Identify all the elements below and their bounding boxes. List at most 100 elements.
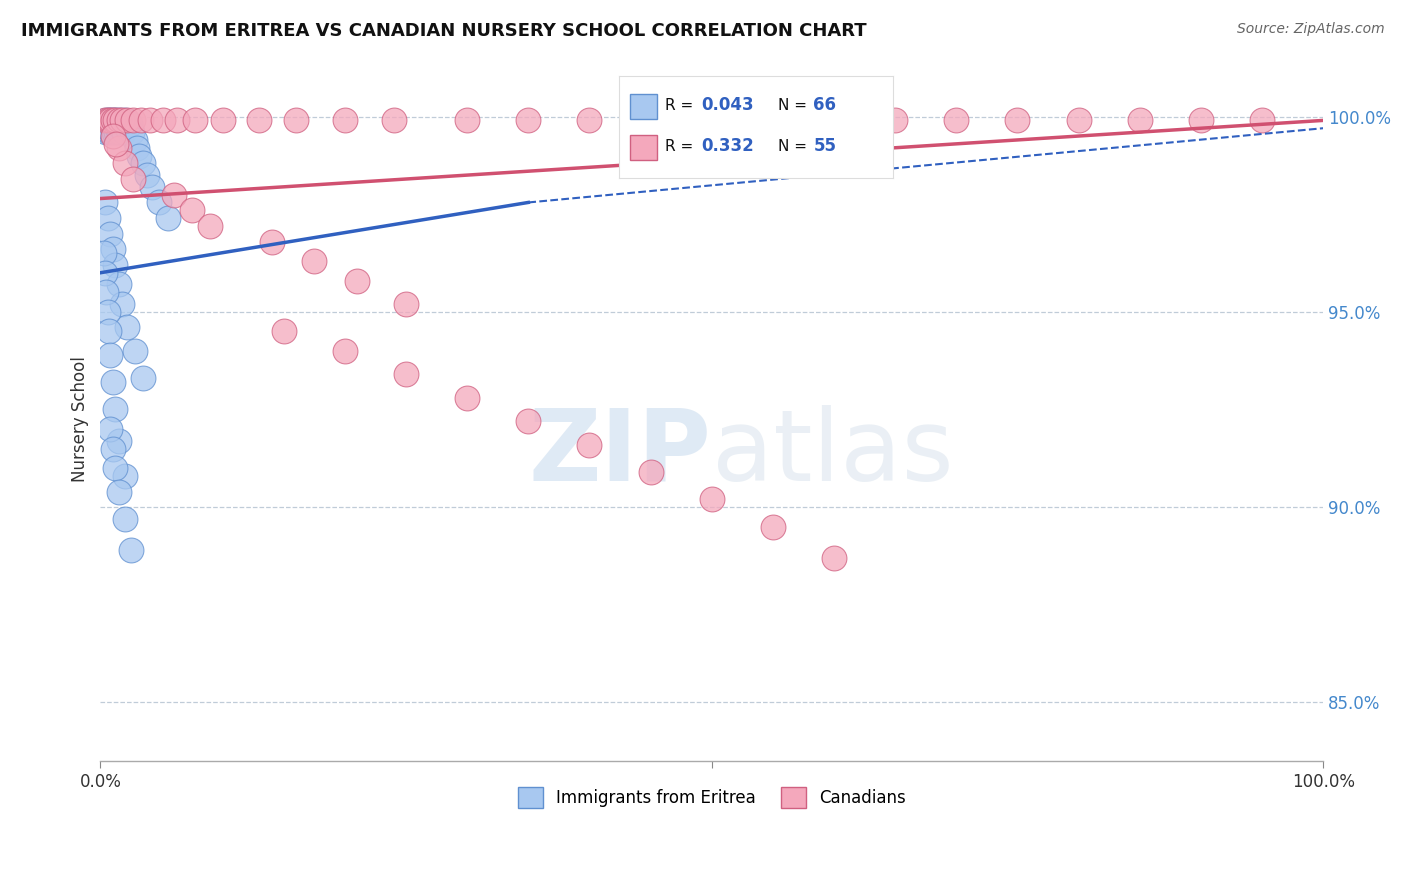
Text: 66: 66 — [813, 96, 837, 114]
Point — [103, 125, 125, 139]
Point — [104, 113, 127, 128]
Point — [700, 492, 723, 507]
Text: atlas: atlas — [711, 405, 953, 502]
Point — [273, 324, 295, 338]
Point — [517, 113, 540, 128]
Point — [114, 156, 136, 170]
Text: 55: 55 — [813, 137, 837, 155]
Point — [578, 437, 600, 451]
Point — [945, 113, 967, 128]
Point — [97, 113, 120, 128]
Point — [141, 179, 163, 194]
Point — [101, 375, 124, 389]
Point — [122, 113, 145, 128]
Point — [112, 125, 135, 139]
Point — [97, 211, 120, 225]
Point — [139, 113, 162, 128]
Point — [96, 285, 118, 300]
Point — [156, 211, 179, 225]
Point — [111, 113, 134, 128]
Point — [395, 368, 418, 382]
Point — [107, 113, 129, 128]
Point — [104, 402, 127, 417]
Point — [1129, 113, 1152, 128]
Text: ZIP: ZIP — [529, 405, 711, 502]
Point — [183, 113, 205, 128]
Point — [98, 113, 121, 128]
Text: IMMIGRANTS FROM ERITREA VS CANADIAN NURSERY SCHOOL CORRELATION CHART: IMMIGRANTS FROM ERITREA VS CANADIAN NURS… — [21, 22, 866, 40]
Point — [200, 219, 222, 233]
Point — [101, 117, 124, 131]
Point — [104, 258, 127, 272]
Point — [152, 113, 174, 128]
Point — [93, 121, 115, 136]
Point — [114, 469, 136, 483]
Point — [456, 391, 478, 405]
Point — [166, 113, 188, 128]
Point — [884, 113, 907, 128]
Point — [117, 113, 139, 128]
Point — [101, 442, 124, 456]
Legend: Immigrants from Eritrea, Canadians: Immigrants from Eritrea, Canadians — [510, 780, 912, 814]
Point — [117, 121, 139, 136]
Point — [93, 246, 115, 260]
Point — [105, 136, 128, 151]
Point — [346, 274, 368, 288]
Point — [94, 195, 117, 210]
Point — [148, 195, 170, 210]
Point — [97, 125, 120, 139]
Point — [700, 113, 723, 128]
Point — [107, 434, 129, 448]
Point — [120, 543, 142, 558]
Point — [107, 277, 129, 292]
Point — [114, 512, 136, 526]
Point — [132, 156, 155, 170]
Point — [247, 113, 270, 128]
Text: N =: N = — [778, 98, 811, 112]
Point — [823, 113, 845, 128]
Point — [108, 113, 131, 128]
Point — [100, 125, 122, 139]
Point — [124, 133, 146, 147]
Point — [91, 117, 114, 131]
Point — [104, 461, 127, 475]
Point — [1189, 113, 1212, 128]
Point — [456, 113, 478, 128]
Point — [105, 125, 128, 139]
Point — [105, 113, 128, 128]
Point — [94, 117, 117, 131]
Point — [181, 203, 204, 218]
Point — [163, 187, 186, 202]
Text: Source: ZipAtlas.com: Source: ZipAtlas.com — [1237, 22, 1385, 37]
Point — [517, 414, 540, 428]
Point — [125, 141, 148, 155]
Point — [98, 227, 121, 241]
Point — [96, 125, 118, 139]
Point — [260, 235, 283, 249]
Point — [132, 371, 155, 385]
Point — [285, 113, 308, 128]
Point — [104, 121, 127, 136]
Point — [122, 172, 145, 186]
Point — [104, 117, 127, 131]
Point — [333, 343, 356, 358]
Point — [114, 113, 136, 128]
Point — [98, 348, 121, 362]
Point — [111, 297, 134, 311]
Point — [304, 254, 326, 268]
Point — [382, 113, 405, 128]
Point — [1067, 113, 1090, 128]
Point — [121, 125, 143, 139]
Point — [96, 113, 118, 128]
Point — [98, 422, 121, 436]
Point — [94, 113, 117, 128]
Point — [129, 113, 152, 128]
Point — [762, 113, 785, 128]
Point — [107, 117, 129, 131]
Point — [101, 121, 124, 136]
Point — [107, 484, 129, 499]
Text: N =: N = — [778, 139, 811, 153]
Point — [97, 305, 120, 319]
Point — [101, 113, 124, 128]
Point — [103, 113, 125, 128]
